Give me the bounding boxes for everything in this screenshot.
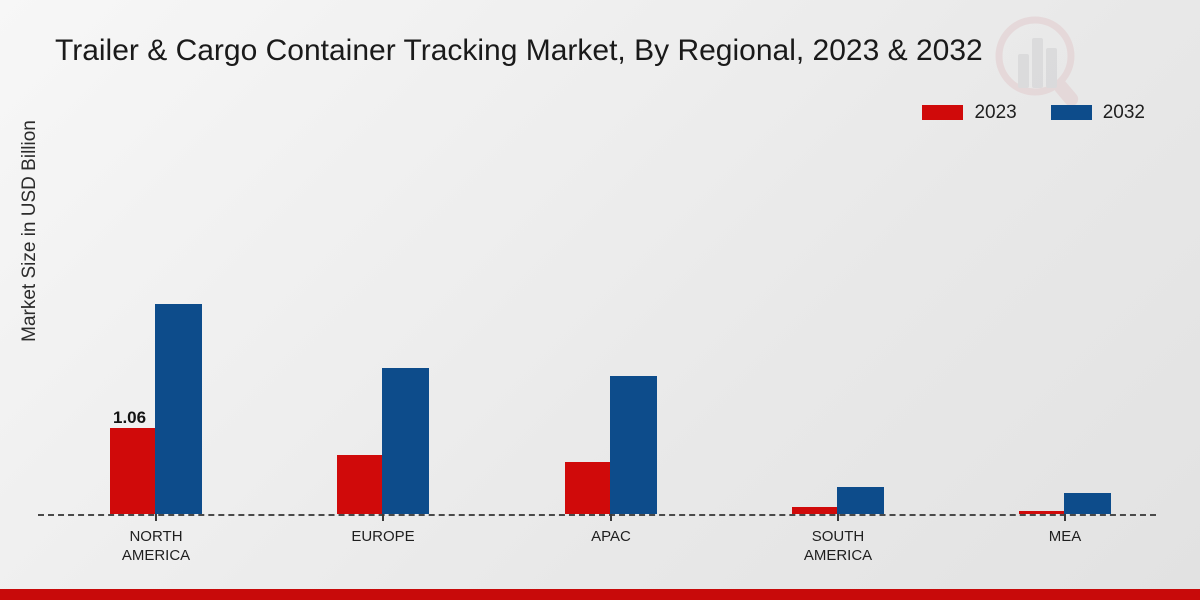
legend-label-2032: 2032 — [1102, 102, 1145, 123]
x-axis-tick-south-america — [837, 514, 839, 521]
bar-2023-europe[interactable] — [337, 455, 382, 514]
x-axis-tick-europe — [382, 514, 384, 521]
x-axis-baseline — [38, 514, 1156, 516]
x-axis-label-apac: APAC — [511, 527, 711, 546]
legend-label-2023: 2023 — [974, 102, 1017, 123]
bar-2023-south-america[interactable] — [792, 507, 837, 514]
bar-2032-europe[interactable] — [382, 368, 429, 514]
x-axis-label-north-america-line2: AMERICA — [121, 547, 191, 564]
x-axis-label-mea-line1: MEA — [1048, 528, 1082, 545]
bar-2032-north-america[interactable] — [155, 304, 202, 514]
bar-2032-mea[interactable] — [1064, 493, 1111, 514]
x-axis-tick-north-america — [155, 514, 157, 521]
x-axis-label-north-america-line1: NORTH — [129, 528, 183, 545]
legend-swatch-2023 — [922, 105, 964, 120]
x-axis-label-south-america-line2: AMERICA — [803, 547, 873, 564]
x-axis-label-apac-line1: APAC — [591, 528, 631, 545]
bar-2023-north-america[interactable] — [110, 428, 155, 514]
bar-2032-apac[interactable] — [610, 376, 657, 514]
x-axis-label-mea: MEA — [965, 527, 1165, 546]
chart-title: Trailer & Cargo Container Tracking Marke… — [55, 34, 983, 67]
x-axis-tick-mea — [1064, 514, 1066, 521]
bottom-accent-strip — [0, 589, 1200, 600]
x-axis-label-europe: EUROPE — [283, 527, 483, 546]
x-axis-label-south-america: SOUTH AMERICA — [738, 527, 938, 565]
bar-2023-apac[interactable] — [565, 462, 610, 514]
x-axis-label-south-america-line1: SOUTH — [811, 528, 865, 545]
legend-item-2023[interactable]: 2023 — [922, 102, 1017, 123]
x-axis-label-north-america: NORTH AMERICA — [56, 527, 256, 565]
x-axis-tick-apac — [610, 514, 612, 521]
bar-2032-south-america[interactable] — [837, 487, 884, 514]
bar-value-label-north-america-2023: 1.06 — [113, 408, 147, 427]
legend-swatch-2032 — [1050, 105, 1092, 120]
x-axis-label-europe-line1: EUROPE — [351, 528, 415, 545]
legend-item-2032[interactable]: 2032 — [1050, 102, 1145, 123]
chart-legend: 2023 2032 — [922, 103, 1145, 122]
bar-2023-mea[interactable] — [1019, 511, 1064, 514]
